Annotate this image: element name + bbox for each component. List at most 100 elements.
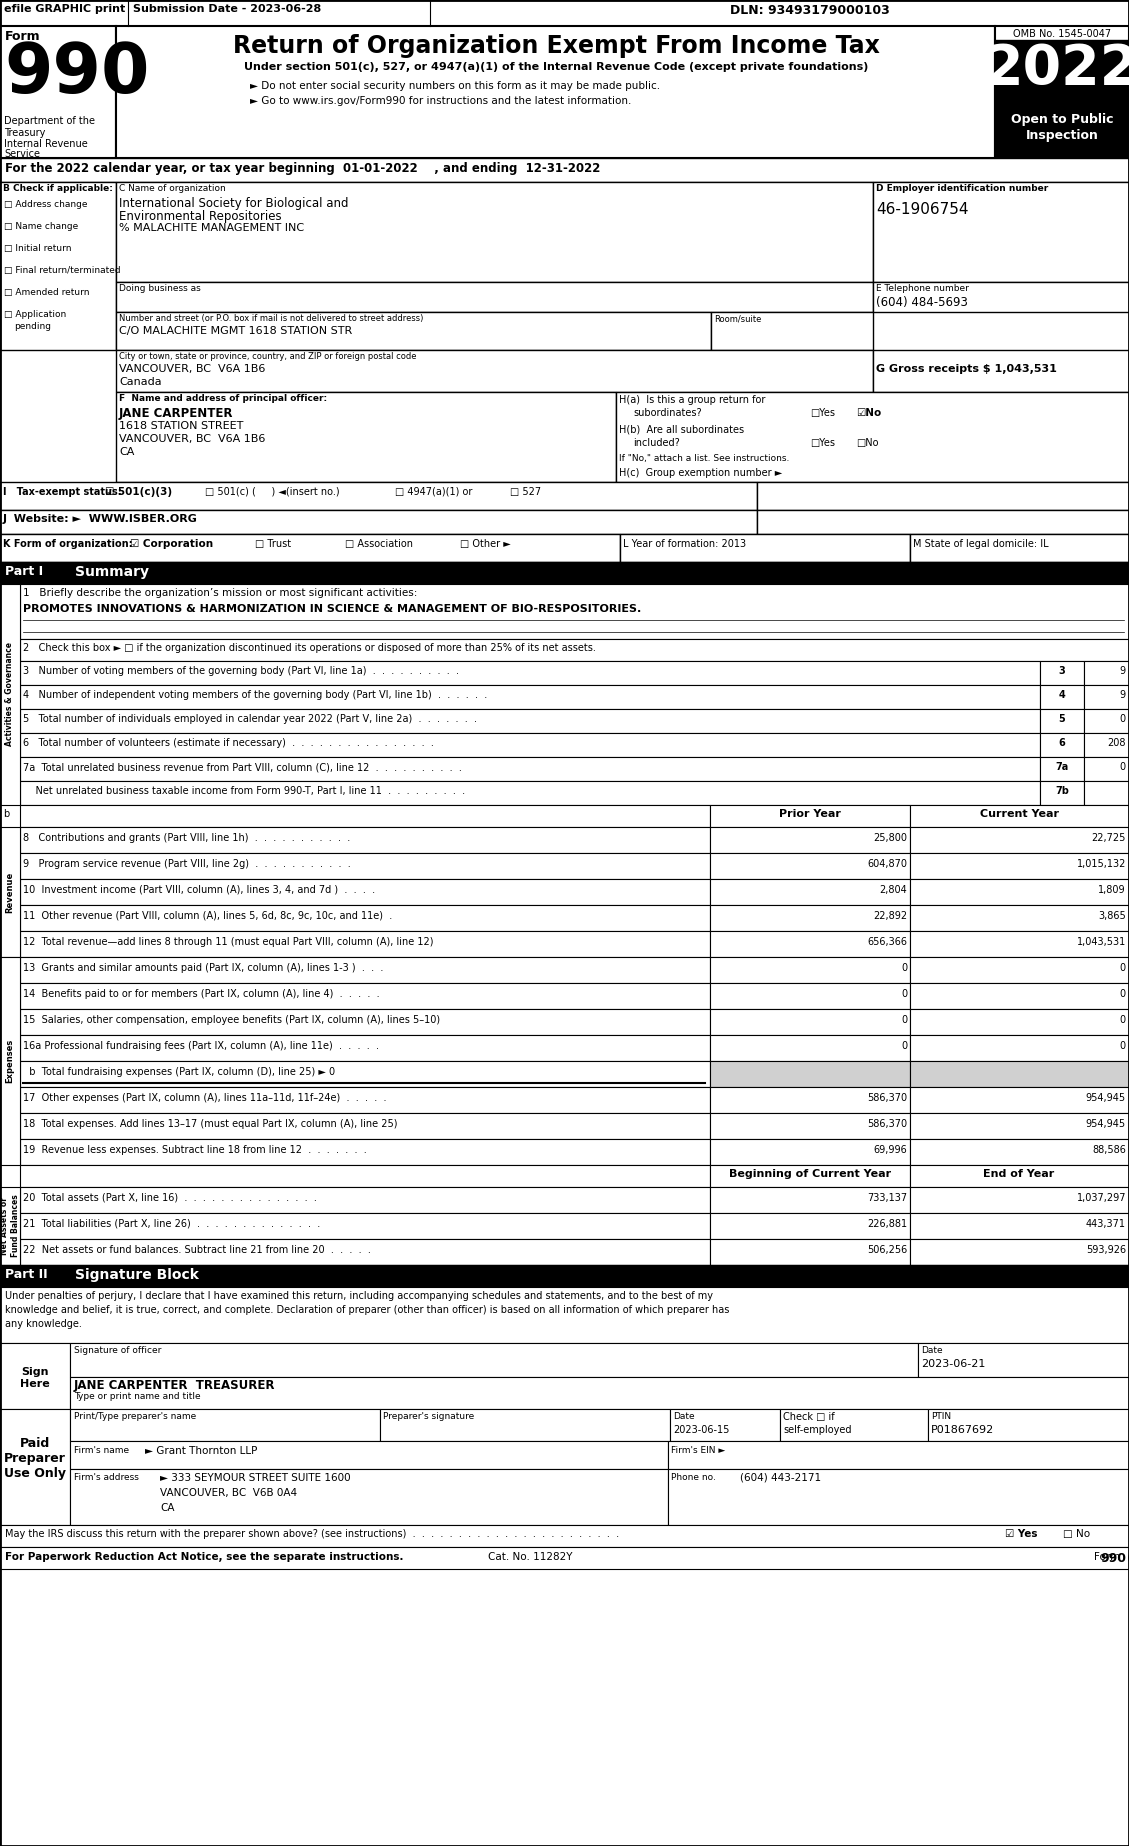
Bar [910,533,1129,561]
Text: 0: 0 [1120,1041,1126,1050]
Bar [0,561,1129,583]
Bar [20,1239,710,1265]
Bar [710,1165,910,1187]
Bar [668,1469,1129,1525]
Text: May the IRS discuss this return with the preparer shown above? (see instructions: May the IRS discuss this return with the… [5,1528,619,1540]
Text: G Gross receipts $ 1,043,531: G Gross receipts $ 1,043,531 [876,364,1057,375]
Text: □ Other ►: □ Other ► [460,539,510,548]
Text: □ No: □ No [1064,1528,1091,1540]
Text: 604,870: 604,870 [867,858,907,869]
Bar [20,879,710,905]
Bar [995,41,1129,109]
Bar [380,1408,669,1442]
Text: Internal Revenue: Internal Revenue [5,138,88,150]
Text: □ 501(c) (     ) ◄(insert no.): □ 501(c) ( ) ◄(insert no.) [205,487,340,497]
Text: 990: 990 [1100,1552,1126,1565]
Text: ► 333 SEYMOUR STREET SUITE 1600: ► 333 SEYMOUR STREET SUITE 1600 [160,1473,351,1482]
Text: subordinates?: subordinates? [633,408,701,417]
Bar [1040,685,1084,709]
Bar [910,984,1129,1010]
Text: DLN: 93493179000103: DLN: 93493179000103 [730,4,890,17]
Text: 0: 0 [901,1041,907,1050]
Bar [910,853,1129,879]
Text: □Yes: □Yes [809,438,835,449]
Text: Date: Date [921,1346,943,1355]
Bar [1084,781,1129,805]
Bar [20,639,1129,661]
Text: Department of the: Department of the [5,116,95,126]
Bar [0,159,1129,183]
Bar [0,583,20,805]
Text: efile GRAPHIC print: efile GRAPHIC print [5,4,125,15]
Bar [0,956,20,1165]
Bar [116,183,873,282]
Bar [910,1187,1129,1213]
Text: 2,804: 2,804 [879,884,907,895]
Text: any knowledge.: any knowledge. [5,1320,82,1329]
Text: 16a Professional fundraising fees (Part IX, column (A), line 11e)  .  .  .  .  .: 16a Professional fundraising fees (Part … [23,1041,379,1050]
Bar [710,1087,910,1113]
Text: % MALACHITE MANAGEMENT INC: % MALACHITE MANAGEMENT INC [119,223,304,233]
Bar [910,930,1129,956]
Text: CA: CA [119,447,134,458]
Bar [620,533,910,561]
Bar [995,26,1129,159]
Text: CA: CA [160,1503,175,1514]
Text: 12  Total revenue—add lines 8 through 11 (must equal Part VIII, column (A), line: 12 Total revenue—add lines 8 through 11 … [23,938,434,947]
Text: 8   Contributions and grants (Part VIII, line 1h)  .  .  .  .  .  .  .  .  .  . : 8 Contributions and grants (Part VIII, l… [23,833,350,844]
Text: Firm's EIN ►: Firm's EIN ► [671,1445,725,1455]
Bar [20,1087,710,1113]
Text: 954,945: 954,945 [1086,1093,1126,1104]
Bar [20,984,710,1010]
Text: H(c)  Group exemption number ►: H(c) Group exemption number ► [619,469,782,478]
Bar [910,827,1129,853]
Bar [116,391,616,482]
Text: Number and street (or P.O. box if mail is not delivered to street address): Number and street (or P.O. box if mail i… [119,314,423,323]
Text: b: b [3,809,9,820]
Text: 586,370: 586,370 [867,1093,907,1104]
Text: VANCOUVER, BC  V6A 1B6: VANCOUVER, BC V6A 1B6 [119,364,265,375]
Text: End of Year: End of Year [983,1169,1054,1180]
Bar [0,1187,20,1265]
Text: □ Name change: □ Name change [5,222,78,231]
Bar [20,1213,710,1239]
Bar [995,109,1129,159]
Bar [758,509,1129,533]
Bar [873,282,1129,312]
Text: VANCOUVER, BC  V6B 0A4: VANCOUVER, BC V6B 0A4 [160,1488,297,1497]
Text: Open to Public: Open to Public [1010,113,1113,126]
Text: Form: Form [1094,1552,1124,1562]
Bar [710,805,910,827]
Text: Service: Service [5,150,40,159]
Bar [70,1469,668,1525]
Bar [910,1239,1129,1265]
Bar [780,1408,928,1442]
Text: 2023-06-21: 2023-06-21 [921,1359,986,1370]
Text: Phone no.: Phone no. [671,1473,716,1482]
Bar [20,1187,710,1213]
Text: For Paperwork Reduction Act Notice, see the separate instructions.: For Paperwork Reduction Act Notice, see … [5,1552,403,1562]
Text: 20  Total assets (Part X, line 16)  .  .  .  .  .  .  .  .  .  .  .  .  .  .  .: 20 Total assets (Part X, line 16) . . . … [23,1193,317,1204]
Text: E Telephone number: E Telephone number [876,284,969,294]
Text: ☑No: ☑No [856,408,882,417]
Bar [669,1408,780,1442]
Bar [710,1239,910,1265]
Bar [1040,733,1084,757]
Bar [20,1165,710,1187]
Bar [910,1061,1129,1087]
Text: □ Trust: □ Trust [255,539,291,548]
Text: 22,892: 22,892 [873,910,907,921]
Text: P01867692: P01867692 [931,1425,995,1434]
Bar [20,1036,710,1061]
Text: Preparer's signature: Preparer's signature [383,1412,474,1421]
Text: H(a)  Is this a group return for: H(a) Is this a group return for [619,395,765,404]
Text: 9: 9 [1120,666,1126,676]
Text: (2022): (2022) [1124,1552,1129,1562]
Bar [928,1408,1129,1442]
Bar [710,1139,910,1165]
Text: 6   Total number of volunteers (estimate if necessary)  .  .  .  .  .  .  .  .  : 6 Total number of volunteers (estimate i… [23,738,434,748]
Text: Current Year: Current Year [980,809,1059,820]
Bar [0,1265,1129,1287]
Bar [20,805,710,827]
Text: 0: 0 [901,1015,907,1025]
